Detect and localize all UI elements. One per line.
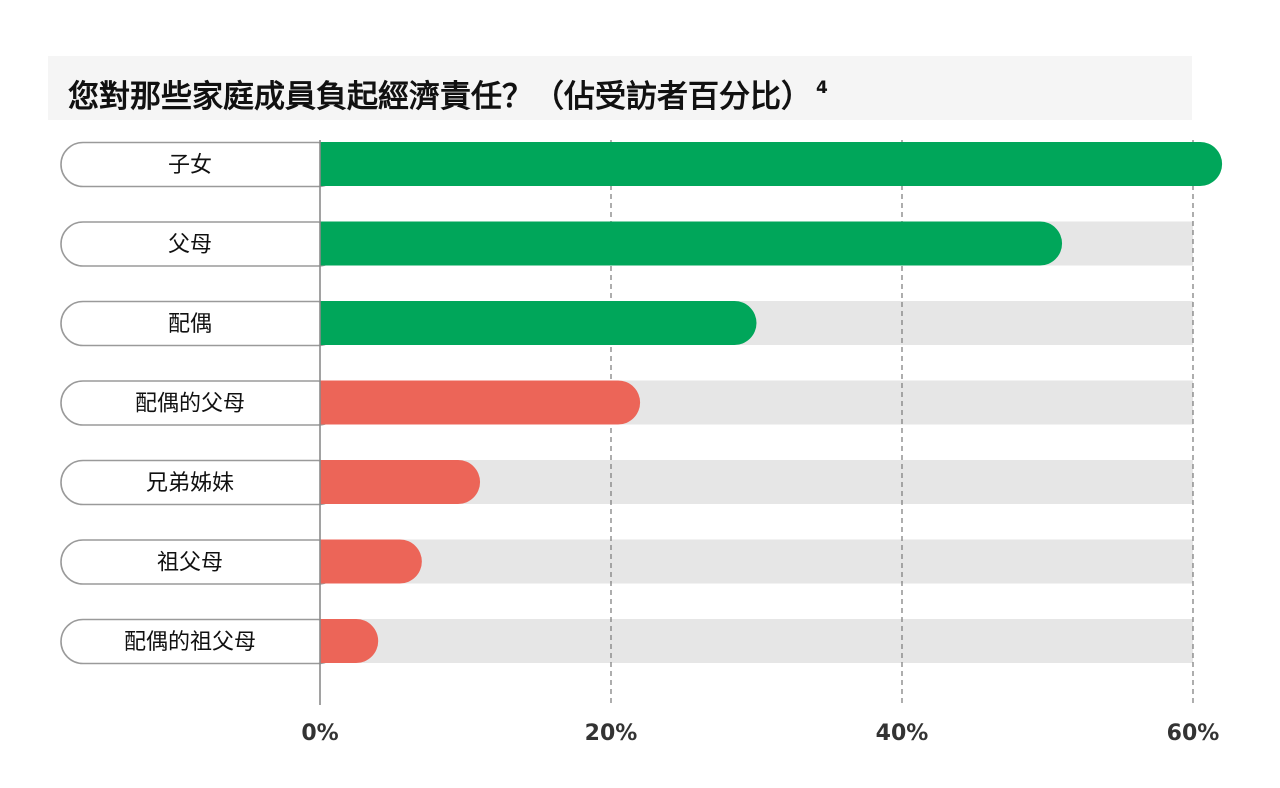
data-bar (320, 619, 379, 663)
category-label: 配偶 (168, 312, 212, 337)
x-tick-label: 60% (1167, 721, 1220, 746)
category-label: 祖父母 (157, 551, 223, 576)
category-label: 配偶的祖父母 (124, 630, 256, 655)
data-bar (320, 221, 1063, 266)
x-tick-label: 20% (585, 721, 638, 746)
x-tick-label: 0% (301, 721, 338, 746)
data-bar (320, 460, 481, 504)
category-label: 子女 (168, 153, 212, 178)
data-bar (320, 539, 422, 584)
bar-track (320, 619, 1193, 663)
chart-title: 您對那些家庭成員負起經濟責任？（佔受訪者百分比） 4 (68, 56, 828, 120)
category-label: 配偶的父母 (135, 392, 245, 417)
data-bar (320, 301, 757, 345)
chart-title-text: 您對那些家庭成員負起經濟責任？（佔受訪者百分比） (68, 79, 812, 115)
chart-title-footnote: 4 (816, 78, 828, 98)
data-bar (320, 142, 1223, 187)
category-label: 父母 (168, 233, 212, 258)
data-bar (320, 380, 641, 425)
category-label: 兄弟姊妹 (146, 471, 234, 496)
x-tick-label: 40% (876, 721, 929, 746)
bar-track (320, 539, 1193, 584)
title-bar: 您對那些家庭成員負起經濟責任？（佔受訪者百分比） 4 (48, 56, 1192, 120)
